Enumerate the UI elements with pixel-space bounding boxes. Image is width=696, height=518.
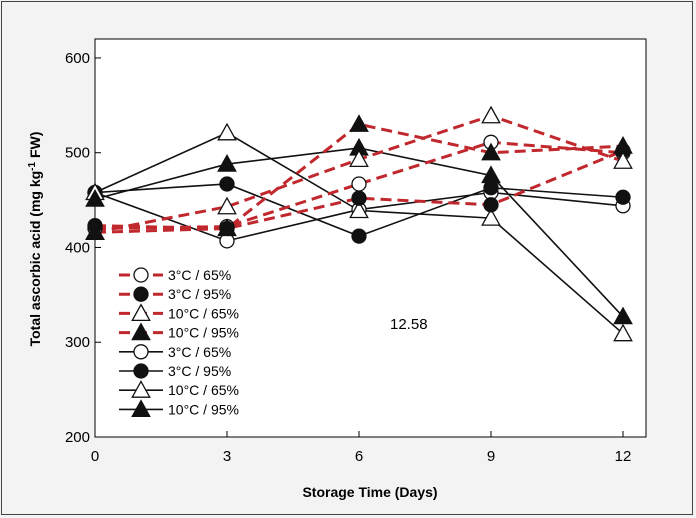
y-tick-label: 200 [65, 429, 90, 446]
data-point [349, 114, 369, 132]
data-point [217, 153, 237, 172]
plot-area [94, 38, 647, 438]
data-point [615, 189, 631, 205]
legend-label: 3°C / 95% [168, 286, 231, 302]
legend-label: 3°C / 65% [168, 344, 231, 360]
data-point [351, 228, 367, 244]
data-point [349, 149, 369, 167]
data-point [133, 363, 149, 379]
y-tick-label: 600 [65, 50, 90, 67]
data-point [131, 322, 151, 341]
data-point [131, 380, 151, 398]
legend-label: 3°C / 65% [168, 267, 231, 283]
legend-label: 10°C / 65% [168, 382, 239, 398]
data-point [481, 165, 501, 184]
data-point [481, 208, 501, 226]
data-point [133, 286, 149, 302]
x-axis-title: Storage Time (Days) [302, 484, 437, 500]
data-point [613, 306, 633, 325]
data-point [219, 176, 235, 192]
data-point [217, 196, 237, 215]
legend-label: 3°C / 95% [168, 363, 231, 379]
series-line [94, 149, 624, 231]
data-point [133, 344, 149, 360]
data-point [217, 122, 237, 141]
y-tick-label: 500 [65, 145, 90, 162]
x-tick-label: 3 [223, 448, 231, 465]
data-point [217, 218, 237, 237]
series-line [94, 122, 624, 234]
data-point [613, 151, 633, 169]
y-tick-label: 300 [65, 334, 90, 351]
x-tick-label: 6 [355, 448, 363, 465]
x-tick-label: 12 [615, 448, 632, 465]
data-point [85, 189, 105, 207]
data-point [483, 197, 499, 213]
data-point [131, 399, 151, 418]
data-point [131, 303, 151, 322]
data-point [613, 323, 633, 342]
data-point [351, 190, 367, 206]
legend-label: 10°C / 95% [168, 325, 239, 341]
y-tick-label: 400 [65, 239, 90, 256]
data-point [349, 200, 369, 219]
y-axis-title: Total ascorbic acid (mg kg-1 FW) [27, 132, 44, 347]
data-point [85, 222, 105, 240]
annotation-label: 12.58 [390, 316, 428, 333]
x-tick-label: 0 [91, 448, 99, 465]
data-point [481, 142, 501, 161]
data-point [133, 267, 149, 283]
legend-label: 10°C / 65% [168, 305, 239, 321]
data-point [481, 105, 501, 124]
data-point [351, 176, 367, 192]
x-tick-label: 9 [487, 448, 495, 465]
data-point [613, 135, 633, 154]
legend-label: 10°C / 95% [168, 401, 239, 417]
